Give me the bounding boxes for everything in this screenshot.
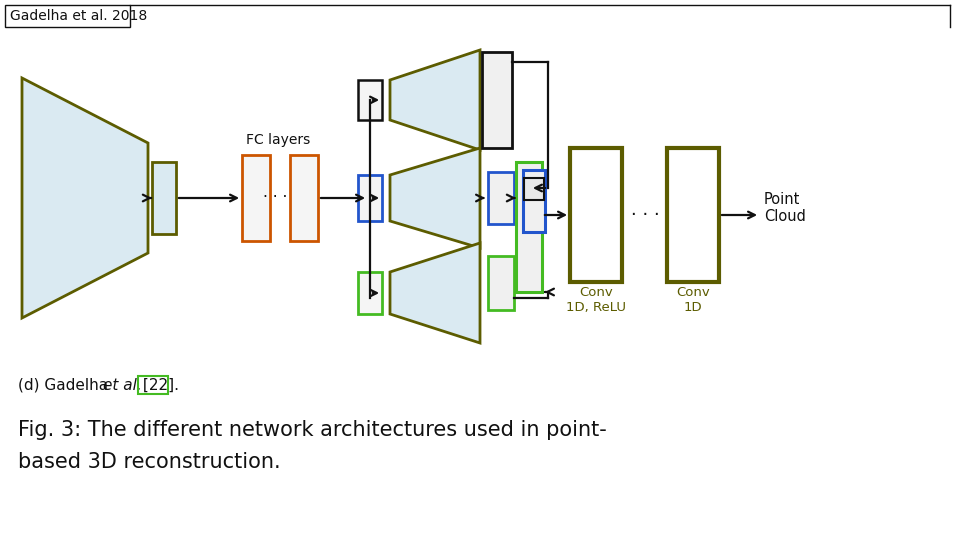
- Bar: [570, 148, 622, 282]
- Bar: [524, 178, 544, 200]
- Text: [22].: [22].: [138, 378, 179, 393]
- Text: · · ·: · · ·: [631, 206, 660, 224]
- Text: Fig. 3: The different network architectures used in point-: Fig. 3: The different network architectu…: [18, 420, 607, 440]
- Bar: [358, 80, 382, 120]
- Bar: [482, 52, 512, 148]
- Text: Point
Cloud: Point Cloud: [764, 192, 805, 224]
- Polygon shape: [22, 78, 148, 318]
- Text: Gadelha et al. 2018: Gadelha et al. 2018: [10, 9, 147, 23]
- Bar: [152, 162, 176, 234]
- Bar: [488, 172, 514, 224]
- Bar: [5, 5, 130, 27]
- Polygon shape: [390, 243, 480, 343]
- Bar: [667, 148, 719, 282]
- Text: · · ·: · · ·: [263, 190, 287, 206]
- Text: Conv
1D, ReLU: Conv 1D, ReLU: [566, 286, 626, 314]
- Text: FC layers: FC layers: [246, 133, 310, 147]
- Bar: [242, 155, 270, 241]
- Polygon shape: [390, 148, 480, 248]
- Text: et al.: et al.: [103, 378, 142, 393]
- Text: (d) Gadelha: (d) Gadelha: [18, 378, 113, 393]
- Bar: [516, 162, 542, 292]
- Bar: [290, 155, 318, 241]
- Text: based 3D reconstruction.: based 3D reconstruction.: [18, 452, 280, 472]
- Bar: [138, 376, 168, 394]
- Polygon shape: [390, 50, 480, 150]
- Bar: [358, 272, 382, 314]
- Bar: [358, 175, 382, 221]
- Bar: [523, 170, 545, 232]
- Bar: [488, 256, 514, 310]
- Text: Conv
1D: Conv 1D: [676, 286, 709, 314]
